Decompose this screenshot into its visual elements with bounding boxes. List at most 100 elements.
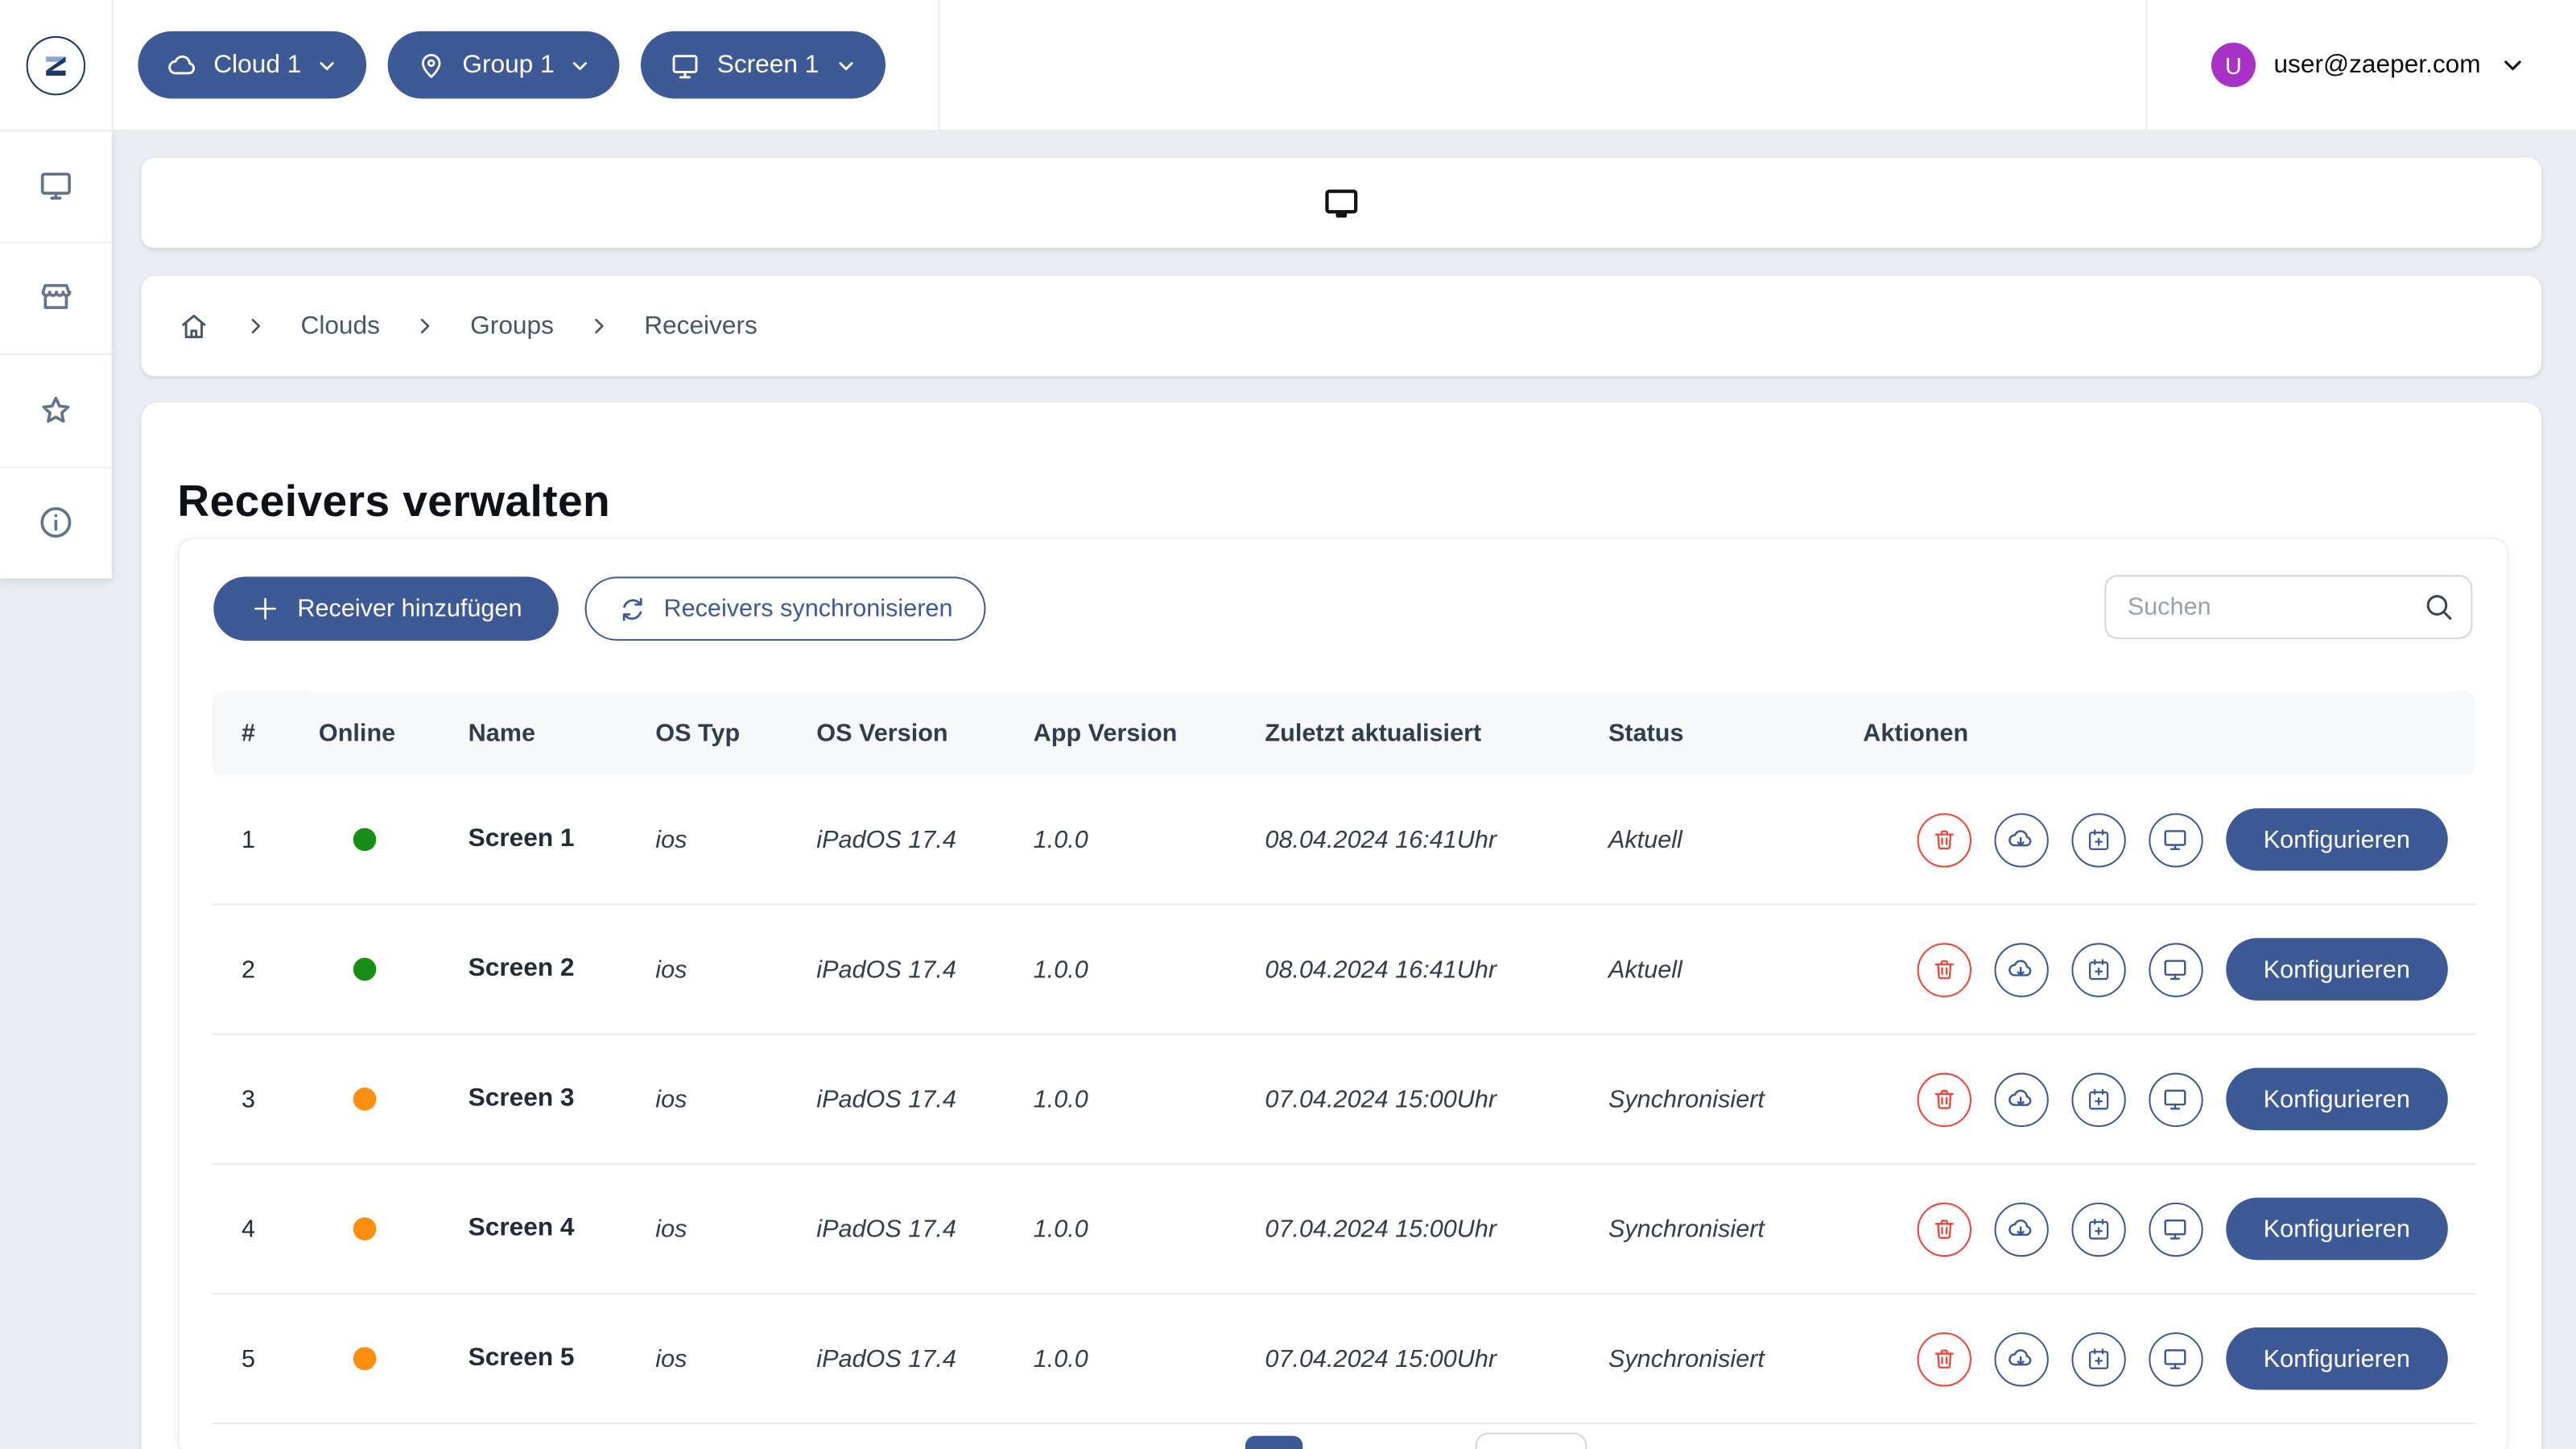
trash-icon: [1930, 1085, 1958, 1113]
push-content-button[interactable]: [1994, 1201, 2049, 1257]
star-icon: [36, 390, 76, 430]
cloud-download-icon: [2006, 955, 2036, 985]
calendar-plus-icon: [2084, 1215, 2112, 1243]
preview-screen-button[interactable]: [2148, 1331, 2203, 1386]
zaeper-logo-icon: [26, 35, 86, 95]
online-cell: [289, 1347, 439, 1371]
sidebar-item-store[interactable]: [0, 242, 112, 355]
context-selectors: Cloud 1 Group 1: [138, 0, 885, 130]
os-type: ios: [655, 1084, 687, 1113]
sidebar-item-screens[interactable]: [0, 130, 112, 243]
sync-icon: [617, 594, 647, 624]
col-header-name: Name: [468, 719, 536, 748]
push-content-button[interactable]: [1994, 1071, 2049, 1126]
receiver-name: Screen 4: [468, 1214, 575, 1242]
app-version: 1.0.0: [1033, 955, 1088, 984]
schedule-button[interactable]: [2070, 1201, 2126, 1257]
actions-cell: Konfigurieren: [1834, 938, 2476, 1001]
preview-screen-button[interactable]: [2148, 942, 2203, 997]
trash-icon: [1930, 1344, 1958, 1373]
cloud-download-icon: [2006, 824, 2036, 854]
screen-icon: [36, 166, 76, 205]
receiver-name: Screen 1: [468, 824, 575, 853]
row-index: 4: [241, 1215, 256, 1243]
search-icon[interactable]: [2421, 590, 2456, 625]
configure-button[interactable]: Konfigurieren: [2225, 1067, 2448, 1131]
cloud-icon: [166, 48, 199, 81]
configure-button[interactable]: Konfigurieren: [2225, 1327, 2448, 1390]
breadcrumb-groups[interactable]: Groups: [470, 311, 554, 340]
col-header-online: Online: [318, 719, 396, 748]
store-icon: [36, 278, 76, 317]
group-selector[interactable]: Group 1: [388, 31, 621, 99]
sync-receivers-button[interactable]: Receivers synchronisieren: [584, 576, 986, 641]
online-cell: [289, 1088, 439, 1111]
configure-button[interactable]: Konfigurieren: [2225, 938, 2448, 1001]
col-header-status: Status: [1608, 719, 1684, 748]
avatar: U: [2211, 43, 2256, 88]
pagination-active-page[interactable]: [1245, 1435, 1303, 1449]
table-body: 1 Screen 1 ios iPadOS 17.4 1.0.0 08.04.2…: [212, 775, 2476, 1425]
chevron-down-icon: [316, 53, 340, 76]
page-title: Receivers verwalten: [177, 476, 611, 526]
os-version: iPadOS 17.4: [816, 1215, 956, 1243]
delete-button[interactable]: [1917, 942, 1971, 997]
home-icon[interactable]: [177, 310, 210, 343]
sidebar-item-favorites[interactable]: [0, 355, 112, 468]
breadcrumb-receivers[interactable]: Receivers: [644, 311, 758, 340]
delete-button[interactable]: [1917, 1331, 1971, 1386]
configure-button[interactable]: Konfigurieren: [2225, 1197, 2448, 1261]
add-receiver-label: Receiver hinzufügen: [297, 594, 522, 623]
app-version: 1.0.0: [1033, 1344, 1088, 1373]
schedule-button[interactable]: [2070, 1071, 2126, 1126]
calendar-plus-icon: [2084, 826, 2112, 854]
search-box: [2104, 575, 2473, 639]
receivers-panel: Receiver hinzufügen Receivers synchronis…: [177, 537, 2509, 1449]
user-email: user@zaeper.com: [2273, 50, 2481, 78]
table-row: 4 Screen 4 ios iPadOS 17.4 1.0.0 07.04.2…: [212, 1165, 2476, 1295]
delete-button[interactable]: [1917, 812, 1971, 867]
actions-cell: Konfigurieren: [1834, 808, 2476, 871]
preview-screen-button[interactable]: [2148, 1201, 2203, 1257]
status-text: Synchronisiert: [1608, 1215, 1765, 1243]
add-receiver-button[interactable]: Receiver hinzufügen: [213, 576, 559, 641]
monitor-tab[interactable]: [1321, 183, 1362, 224]
col-header-app-version: App Version: [1033, 719, 1178, 748]
breadcrumb-clouds[interactable]: Clouds: [300, 311, 380, 340]
last-updated: 07.04.2024 15:00Uhr: [1265, 1215, 1497, 1243]
screen-selector[interactable]: Screen 1: [641, 31, 885, 99]
col-header-updated: Zuletzt aktualisiert: [1265, 719, 1482, 748]
device-type-tabs: [141, 157, 2542, 249]
push-content-button[interactable]: [1994, 942, 2049, 997]
receiver-name: Screen 3: [468, 1084, 575, 1113]
online-status-dot: [352, 828, 376, 852]
logo[interactable]: [0, 0, 112, 130]
receivers-table: # Online Name OS Typ OS Version App Vers…: [212, 691, 2476, 1425]
os-version: iPadOS 17.4: [816, 825, 956, 854]
preview-screen-button[interactable]: [2148, 812, 2203, 867]
os-version: iPadOS 17.4: [816, 1344, 956, 1373]
configure-button[interactable]: Konfigurieren: [2225, 808, 2448, 871]
chevron-right-icon: [415, 316, 436, 337]
user-menu[interactable]: U user@zaeper.com: [2211, 0, 2527, 130]
schedule-button[interactable]: [2070, 812, 2126, 867]
push-content-button[interactable]: [1994, 812, 2049, 867]
status-text: Aktuell: [1608, 825, 1682, 854]
os-type: ios: [655, 955, 687, 984]
schedule-button[interactable]: [2070, 1331, 2126, 1386]
page-size-select[interactable]: [1475, 1432, 1587, 1449]
table-row: 1 Screen 1 ios iPadOS 17.4 1.0.0 08.04.2…: [212, 775, 2476, 906]
push-content-button[interactable]: [1994, 1331, 2049, 1386]
preview-screen-button[interactable]: [2148, 1071, 2203, 1126]
schedule-button[interactable]: [2070, 942, 2126, 997]
os-type: ios: [655, 825, 687, 854]
search-input[interactable]: [2104, 575, 2473, 639]
sidebar-item-info[interactable]: [0, 468, 112, 579]
monitor-icon: [2161, 824, 2190, 854]
delete-button[interactable]: [1917, 1201, 1971, 1257]
actions-cell: Konfigurieren: [1834, 1327, 2476, 1390]
topbar: Cloud 1 Group 1: [0, 0, 2576, 132]
delete-button[interactable]: [1917, 1071, 1971, 1126]
cloud-selector[interactable]: Cloud 1: [138, 31, 367, 99]
actions-cell: Konfigurieren: [1834, 1067, 2476, 1131]
